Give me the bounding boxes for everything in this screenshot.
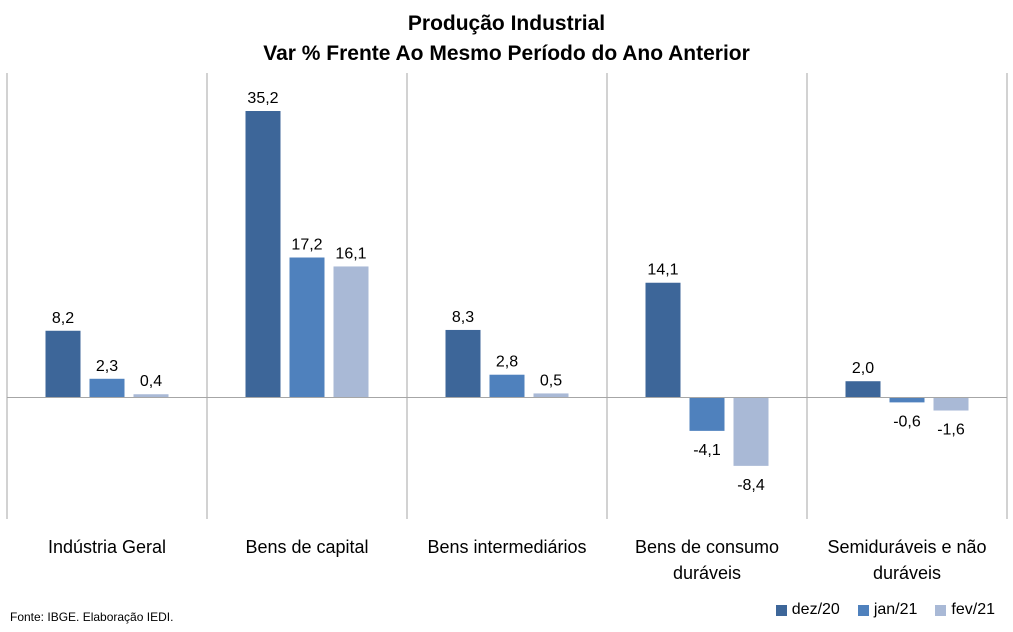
legend-label: fev/21 [951,601,995,618]
data-label: 2,8 [496,354,518,371]
source-note: Fonte: IBGE. Elaboração IEDI. [10,610,174,624]
bar [289,257,325,398]
bar [689,397,725,431]
legend: dez/20 jan/21 fev/21 [775,601,995,619]
data-label: 16,1 [335,245,366,262]
bar [489,374,525,398]
category-label: duráveis [673,563,741,583]
chart-subtitle: Var % Frente Ao Mesmo Período do Ano Ant… [263,42,750,65]
bar [845,381,881,398]
legend-item-dez20: dez/20 [775,601,840,619]
bar [445,329,481,398]
bar [645,282,681,398]
data-label: 2,3 [96,358,118,375]
legend-item-fev21: fev/21 [935,601,995,619]
category-label: Bens de capital [245,537,368,557]
category-label: duráveis [873,563,941,583]
data-label: 2,0 [852,360,874,377]
category-label: Semiduráveis e não [827,537,986,557]
bar [133,394,169,398]
bar [245,111,281,398]
legend-label: jan/21 [873,601,918,618]
bar [45,330,81,398]
legend-swatch [935,604,947,616]
data-label: 0,4 [140,373,162,390]
data-label: 17,2 [291,237,322,254]
bar [89,378,125,398]
chart-title: Produção Industrial [407,12,606,35]
bar [933,397,969,411]
bar [333,266,369,398]
category-label: Indústria Geral [48,537,166,557]
data-label: -4,1 [693,442,721,459]
legend-label: dez/20 [791,601,840,618]
data-label: -1,6 [937,422,965,439]
bar [533,393,569,398]
data-label: 8,3 [452,309,474,326]
bar [733,397,769,466]
category-label: Bens intermediários [427,537,586,557]
data-label: -0,6 [893,413,921,430]
data-label: 0,5 [540,372,562,389]
legend-item-jan21: jan/21 [857,601,918,619]
data-label: 8,2 [52,310,74,327]
data-label: -8,4 [737,477,765,494]
data-label: 35,2 [247,90,278,107]
data-label: 14,1 [647,262,678,279]
bar [889,397,925,403]
legend-swatch [775,604,787,616]
legend-swatch [857,604,869,616]
category-label: Bens de consumo [635,537,779,557]
